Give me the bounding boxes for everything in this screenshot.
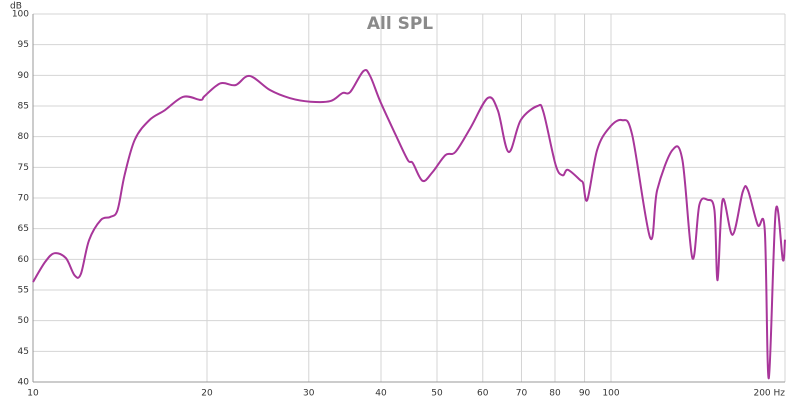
y-tick-label: 60: [18, 255, 30, 265]
x-tick-label: 200 Hz: [753, 389, 785, 399]
y-tick-label: 100: [12, 10, 29, 20]
y-tick-label: 75: [18, 163, 29, 173]
y-tick-label: 70: [18, 194, 30, 204]
y-tick-label: 45: [18, 347, 29, 357]
y-tick-label: 80: [18, 132, 30, 142]
x-tick-label: 70: [516, 389, 528, 399]
x-tick-label: 20: [201, 389, 213, 399]
x-tick-label: 10: [27, 389, 39, 399]
x-tick-label: 50: [431, 389, 443, 399]
x-tick-label: 100: [602, 389, 619, 399]
x-tick-label: 30: [303, 389, 315, 399]
x-tick-label: 80: [549, 389, 561, 399]
spl-line: [32, 68, 786, 380]
y-tick-label: 65: [18, 224, 29, 234]
chart-title: All SPL: [367, 14, 433, 34]
y-tick-label: 50: [18, 316, 30, 326]
y-tick-label: 40: [18, 378, 30, 388]
x-tick-label: 40: [375, 389, 387, 399]
y-tick-label: 85: [18, 102, 29, 112]
y-tick-label: 95: [18, 40, 29, 50]
y-axis-label: dB: [10, 2, 22, 12]
y-tick-label: 55: [18, 286, 29, 296]
y-tick-label: 90: [18, 71, 30, 81]
x-tick-label: 60: [477, 389, 489, 399]
x-tick-label: 90: [579, 389, 591, 399]
